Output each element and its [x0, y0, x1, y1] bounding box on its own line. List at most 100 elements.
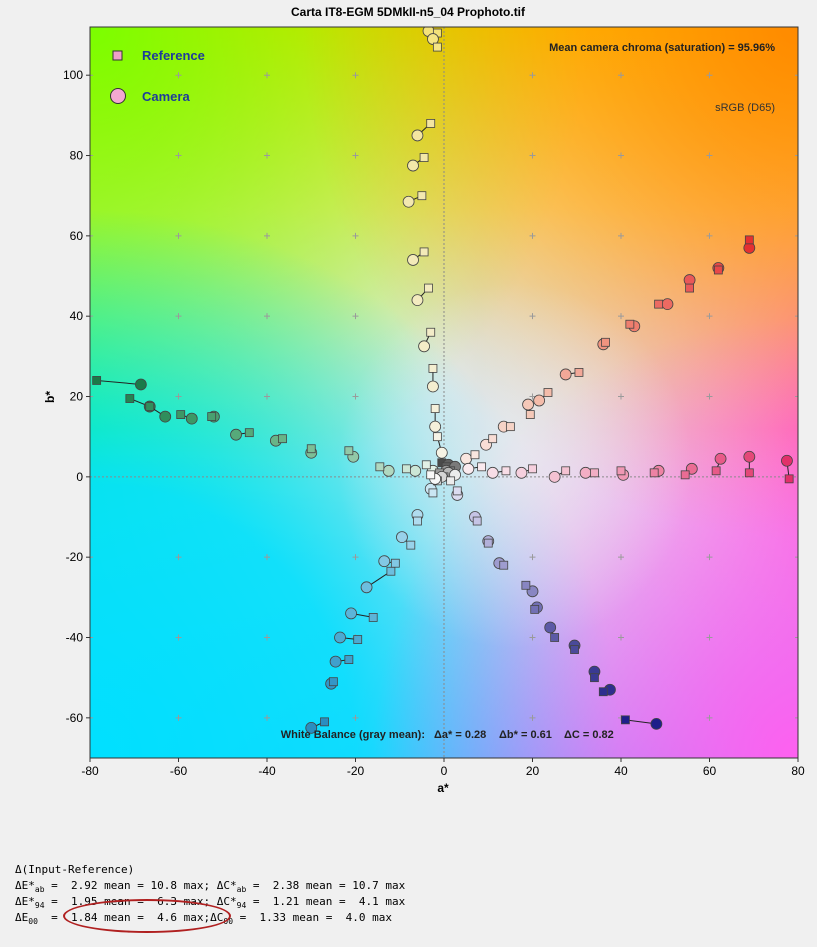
grid-marker — [352, 152, 359, 159]
grid-marker — [352, 714, 359, 721]
reference-point — [680, 470, 690, 480]
grid-marker — [90, 714, 93, 721]
grid-marker — [529, 313, 536, 320]
camera-point — [402, 195, 415, 208]
reference-point — [685, 283, 694, 293]
grid-marker — [529, 72, 536, 79]
reference-point — [530, 604, 540, 614]
stats-row-ab: ΔE*ab = 2.92 mean = 10.8 max; ΔC*ab = 2.… — [15, 879, 406, 894]
reference-point — [424, 283, 433, 293]
grid-marker — [706, 554, 713, 561]
camera-point — [329, 655, 342, 668]
reference-point — [543, 388, 553, 397]
legend-reference-marker — [112, 50, 123, 61]
grid-marker — [529, 714, 536, 721]
reference-point — [470, 450, 480, 460]
camera-point — [427, 380, 439, 393]
camera-point — [305, 721, 318, 734]
wb-prefix: White Balance (gray mean): — [281, 729, 425, 741]
grid-marker — [706, 634, 713, 641]
grid-marker — [706, 152, 713, 159]
grid-marker — [175, 554, 182, 561]
camera-point — [382, 464, 395, 477]
reference-point — [419, 153, 429, 162]
reference-point — [401, 464, 411, 474]
reference-point — [278, 434, 287, 444]
reference-point — [488, 434, 498, 444]
camera-point — [714, 452, 727, 465]
grid-marker — [175, 714, 182, 721]
reference-point — [521, 580, 531, 590]
reference-point — [713, 265, 723, 275]
reference-point — [430, 404, 440, 413]
grid-marker — [90, 72, 93, 79]
camera-point — [462, 462, 475, 475]
y-tick-label: 40 — [70, 309, 84, 323]
grid-marker — [90, 634, 93, 641]
x-tick-label: -60 — [170, 764, 188, 778]
grid-marker — [529, 393, 536, 400]
x-tick-label: 20 — [526, 764, 540, 778]
grid-markers — [90, 72, 798, 721]
reference-point — [616, 466, 626, 476]
y-tick-label: 0 — [76, 470, 83, 484]
stats-header: Δ(Input-Reference) — [15, 863, 135, 876]
reference-point — [784, 474, 794, 484]
reference-point — [570, 645, 579, 654]
grid-marker — [90, 152, 93, 159]
camera-point — [533, 394, 546, 407]
reference-point — [386, 566, 396, 576]
y-tick-label: 20 — [70, 390, 84, 404]
grid-marker — [529, 152, 536, 159]
grid-marker — [90, 232, 93, 239]
reference-point — [711, 466, 721, 476]
grid-marker — [175, 634, 182, 641]
reference-point — [744, 235, 754, 245]
x-tick-label: 40 — [614, 764, 628, 778]
reference-point — [428, 364, 438, 373]
reference-point — [328, 677, 338, 687]
grid-marker — [175, 72, 182, 79]
reference-point — [528, 464, 537, 474]
reference-point — [561, 466, 571, 476]
wb-delta-b: Δb* = 0.61 — [499, 729, 552, 741]
grid-marker — [264, 72, 270, 79]
reference-point — [320, 717, 329, 727]
reference-point — [621, 715, 630, 725]
reference-point — [368, 613, 378, 622]
reference-point — [426, 470, 436, 480]
reference-point — [598, 687, 608, 697]
camera-point — [134, 378, 147, 391]
legend-camera-marker — [110, 88, 126, 104]
data-points — [92, 27, 794, 734]
chart-title: Carta IT8-EGM 5DMkII-n5_04 Prophoto.tif — [291, 5, 526, 19]
camera-point — [548, 470, 561, 483]
highlight-oval — [63, 899, 231, 933]
x-tick-label: 80 — [791, 764, 805, 778]
camera-point — [743, 450, 756, 463]
grid-marker — [529, 554, 536, 561]
reference-point — [426, 118, 436, 128]
camera-point — [781, 454, 793, 467]
grid-marker — [90, 393, 93, 400]
grid-marker — [795, 232, 798, 239]
reference-point — [390, 558, 400, 568]
reference-point — [375, 462, 385, 472]
reference-point — [601, 337, 610, 347]
camera-point — [579, 466, 592, 479]
grid-marker — [264, 393, 270, 400]
reference-point — [525, 410, 535, 419]
grid-marker — [706, 72, 713, 79]
reference-point — [574, 368, 584, 377]
grid-marker — [529, 232, 536, 239]
grid-marker — [264, 313, 270, 320]
stats-ab-max: 10.8 — [150, 879, 178, 892]
grid-marker — [618, 554, 624, 561]
grid-marker — [706, 232, 713, 239]
grid-marker — [352, 313, 359, 320]
reference-point — [550, 633, 560, 642]
camera-point — [411, 294, 424, 307]
camera-point — [409, 464, 422, 477]
camera-point — [407, 254, 419, 266]
